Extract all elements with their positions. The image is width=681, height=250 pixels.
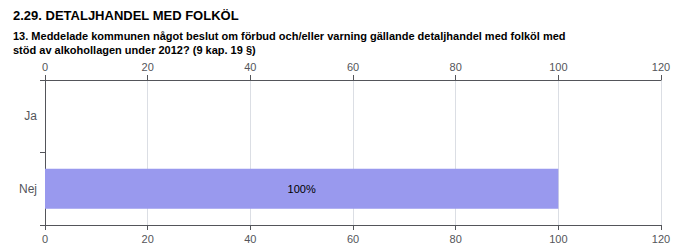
svg-text:13. Meddelade kommunen något b: 13. Meddelade kommunen något beslut om f… bbox=[13, 30, 566, 42]
svg-text:120: 120 bbox=[652, 233, 670, 245]
svg-text:0: 0 bbox=[42, 61, 48, 73]
svg-text:80: 80 bbox=[450, 61, 462, 73]
svg-text:stöd av alkohollagen under 201: stöd av alkohollagen under 2012? (9 kap.… bbox=[13, 44, 256, 56]
svg-text:60: 60 bbox=[347, 61, 359, 73]
svg-text:20: 20 bbox=[142, 233, 154, 245]
svg-text:80: 80 bbox=[450, 233, 462, 245]
svg-text:120: 120 bbox=[652, 61, 670, 73]
svg-text:2.29. DETALJHANDEL MED FOLKÖL: 2.29. DETALJHANDEL MED FOLKÖL bbox=[13, 8, 239, 23]
svg-text:100%: 100% bbox=[288, 183, 316, 195]
svg-text:Nej: Nej bbox=[19, 182, 37, 196]
svg-text:0: 0 bbox=[42, 233, 48, 245]
svg-text:20: 20 bbox=[142, 61, 154, 73]
svg-text:Ja: Ja bbox=[24, 109, 37, 123]
svg-text:100: 100 bbox=[549, 233, 567, 245]
svg-text:40: 40 bbox=[244, 61, 256, 73]
svg-text:40: 40 bbox=[244, 233, 256, 245]
svg-text:100: 100 bbox=[549, 61, 567, 73]
svg-text:60: 60 bbox=[347, 233, 359, 245]
